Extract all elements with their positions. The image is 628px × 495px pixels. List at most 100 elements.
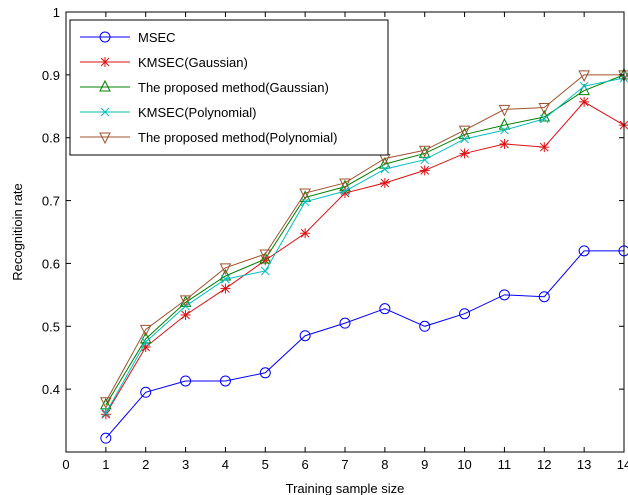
data-point [578,245,590,257]
legend-marker [100,107,110,117]
x-tick-label: 6 [302,457,309,472]
data-point [259,249,272,262]
legend-label: KMSEC(Gaussian) [138,55,248,70]
y-tick-label: 0.7 [42,194,60,209]
data-point [539,142,550,153]
legend-item: The proposed method(Gaussian) [80,79,329,95]
series-line [105,250,624,439]
legend-label: MSEC [138,30,176,45]
x-tick-label: 2 [142,457,149,472]
legend-item: MSEC [80,30,176,45]
data-point [379,303,391,315]
y-axis: 0.4 0.5 0.6 0.7 0.8 0.9 1 [42,5,624,397]
data-point [300,197,310,207]
series-line [105,77,625,414]
data-point [578,83,590,96]
data-point [420,155,430,165]
x-tick-label: 5 [262,457,269,472]
data-point [379,156,391,169]
data-point [179,295,192,308]
legend-item: KMSEC(Polynomial) [80,105,256,120]
y-tick-label: 0.8 [42,131,60,146]
data-point [460,134,469,144]
legend-marker [100,57,110,67]
x-tick-label: 0 [62,457,69,472]
data-point [418,146,431,158]
legend: MSEC KMSEC(Gaussian) The proposed method(G… [69,19,389,156]
data-point [141,337,151,347]
data-point [139,324,152,337]
data-point [220,283,231,294]
series-3 [101,73,628,418]
legend-marker [99,132,111,145]
data-point [498,289,510,301]
y-tick-label: 1 [53,5,60,20]
x-axis-label: Training sample size [286,481,405,495]
data-point [458,125,471,138]
data-point [339,178,351,191]
data-point [140,386,152,398]
legend-label: The proposed method(Gaussian) [138,80,329,95]
x-tick-label: 12 [537,457,551,472]
x-axis: 0 1 2 3 4 5 6 7 8 9 10 11 12 13 14 [62,12,628,472]
data-point [100,432,112,444]
data-point [180,375,192,387]
x-tick-label: 1 [102,457,109,472]
data-point [459,308,471,320]
data-point [300,228,311,239]
y-axis-label: Recognitioin rate [10,183,25,281]
series-line [105,74,625,406]
data-point [579,96,590,107]
data-point [379,177,390,188]
legend-item: KMSEC(Gaussian) [80,55,248,70]
series-line [105,74,624,402]
data-point [299,188,311,201]
x-tick-label: 9 [421,457,428,472]
data-point [100,409,111,420]
data-point [500,125,509,135]
data-point [219,375,231,387]
data-point [498,104,511,117]
data-point [419,320,431,332]
series-line [105,101,625,415]
data-point [578,70,590,82]
data-point [539,114,549,124]
data-point [419,165,430,176]
x-tick-label: 8 [381,457,388,472]
data-point [299,330,311,342]
data-point [498,118,511,130]
legend-label: KMSEC(Polynomial) [138,105,256,120]
legend-marker [99,31,111,43]
x-tick-label: 3 [182,457,189,472]
data-point [100,397,112,409]
data-point [538,291,550,303]
x-tick-label: 14 [617,457,628,472]
data-point [180,309,191,320]
data-point [140,342,151,353]
data-point [340,186,350,196]
data-point [260,266,270,276]
y-tick-label: 0.6 [42,256,60,271]
y-tick-label: 0.4 [42,382,60,397]
data-point [538,103,551,115]
data-point [499,139,510,149]
data-point [259,367,271,379]
y-tick-label: 0.9 [42,68,60,83]
y-tick-label: 0.5 [42,319,60,334]
plot-marks [100,67,628,444]
legend-marker [99,79,111,92]
data-point [100,397,112,410]
legend-label: The proposed method(Polynomial) [138,130,337,145]
data-point [101,408,111,418]
data-point [459,148,470,159]
data-point [579,81,589,91]
x-tick-label: 10 [457,457,471,472]
x-tick-label: 11 [498,457,512,472]
x-tick-label: 13 [577,457,591,472]
series-0 [100,245,628,444]
data-point [418,145,431,158]
data-point [380,164,390,174]
data-point [219,263,232,275]
data-point [219,268,232,281]
